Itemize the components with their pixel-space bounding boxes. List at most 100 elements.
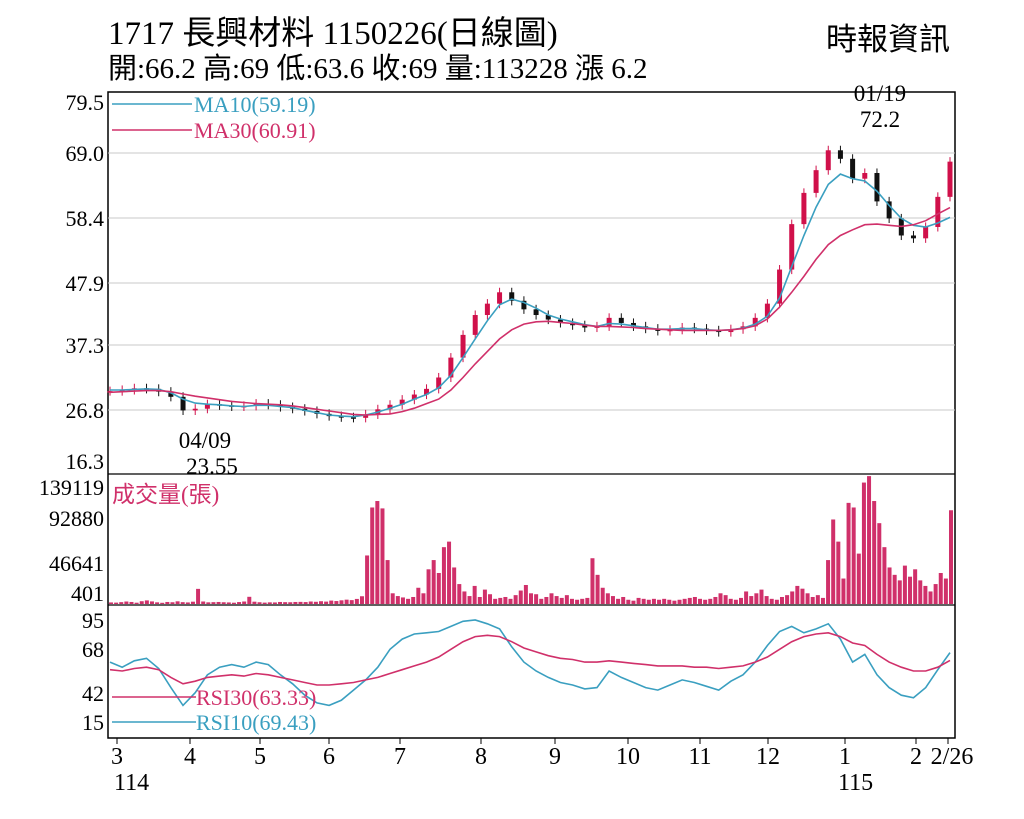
volume-bar (682, 598, 687, 604)
candle-body (411, 394, 417, 400)
candle-body (509, 292, 515, 301)
ma30-line (109, 206, 951, 416)
volume-bar (431, 560, 436, 604)
candle-body (424, 388, 430, 395)
volume-bar (206, 602, 211, 604)
volume-bar (933, 584, 938, 604)
volume-bar (662, 598, 667, 604)
rsi10-legend-label: RSI10(69.43) (196, 710, 316, 735)
rsi-tick-label: 15 (82, 710, 104, 735)
volume-bar (902, 565, 907, 604)
volume-bar (247, 596, 252, 604)
volume-bar (185, 602, 190, 604)
volume-bar (672, 600, 677, 604)
volume-bar (508, 598, 513, 604)
volume-bar (529, 593, 533, 604)
volume-bar (324, 601, 329, 604)
volume-bar (477, 596, 482, 604)
volume-bar (605, 593, 610, 604)
candle-body (752, 317, 758, 327)
candle-body (436, 377, 442, 389)
rsi30-line (109, 631, 951, 686)
volume-bar (395, 596, 400, 604)
volume-bar (482, 589, 487, 604)
volume-bar (908, 576, 913, 604)
volume-bar (114, 602, 119, 604)
volume-tick-label: 46641 (49, 551, 104, 576)
x-tick-label: 11 (688, 744, 711, 770)
candle-body (777, 269, 783, 304)
volume-bar (503, 596, 508, 604)
volume-bar (160, 602, 165, 604)
volume-bar (882, 547, 887, 604)
rsi-tick-label: 68 (82, 637, 104, 662)
volume-bar (867, 476, 872, 604)
volume-bar (190, 601, 195, 604)
ma10-line (110, 173, 951, 418)
volume-bar (667, 599, 672, 604)
candle-body (533, 309, 539, 316)
x-tick-label: 4 (184, 744, 196, 770)
candle-body (399, 399, 405, 405)
volume-bar (631, 600, 636, 604)
volume-bar (385, 560, 390, 604)
volume-bar (457, 584, 462, 604)
volume-tick-label: 401 (71, 581, 104, 606)
x-tick-label: 12 (756, 744, 780, 770)
volume-bar (308, 601, 313, 604)
candle-body (460, 334, 466, 358)
rsi-tick-label: 95 (82, 608, 104, 633)
volume-bar (621, 596, 626, 604)
volume-bar (344, 599, 349, 604)
candle-body (910, 235, 916, 239)
volume-bar (841, 578, 846, 604)
rsi30-legend-label: RSI30(63.33) (196, 685, 316, 710)
volume-bar (938, 572, 943, 604)
volume-bar (119, 602, 124, 604)
volume-bar (293, 601, 298, 604)
candle-body (813, 170, 819, 193)
volume-bar (267, 602, 272, 604)
x-tick-label: 6 (323, 744, 335, 770)
source-label: 時報資訊 (826, 22, 950, 57)
x-tick-label: 5 (254, 744, 266, 770)
volume-bar (892, 574, 897, 604)
volume-bar (769, 598, 774, 604)
candle-body (472, 315, 478, 335)
volume-bar (334, 601, 339, 604)
volume-bar (805, 593, 810, 604)
volume-bar (739, 597, 743, 604)
volume-bar (211, 602, 216, 604)
volume-bar (426, 569, 431, 604)
chart-frame (107, 91, 956, 739)
volume-bar (272, 602, 277, 604)
volume-bar (657, 599, 662, 604)
price-tick-label: 58.4 (66, 206, 105, 231)
volume-bar (616, 598, 621, 604)
volume-bar (928, 591, 933, 604)
volume-bar (411, 596, 416, 604)
volume-bar (923, 585, 928, 604)
volume-bar (303, 602, 308, 604)
x-tick-label: 3 (111, 744, 123, 770)
volume-bar (242, 601, 247, 604)
volume-bar (749, 596, 754, 604)
candle-body (448, 357, 454, 378)
volume-bar (861, 482, 866, 604)
x-tick-label: 7 (394, 744, 406, 770)
volume-bar (810, 596, 815, 604)
x-tick-label: 2/26 (931, 744, 974, 770)
volume-bar (359, 596, 364, 604)
volume-bar (365, 555, 370, 604)
ma30-legend-label: MA30(60.91) (194, 118, 316, 143)
volume-bar (815, 595, 820, 604)
volume-bar (201, 601, 206, 604)
volume-bar (708, 598, 713, 604)
candle-body (204, 404, 210, 409)
volume-bar (375, 501, 380, 604)
volume-bar (155, 602, 160, 604)
volume-bar (641, 598, 646, 604)
volume-bar (196, 588, 201, 604)
volume-bar (913, 569, 918, 604)
